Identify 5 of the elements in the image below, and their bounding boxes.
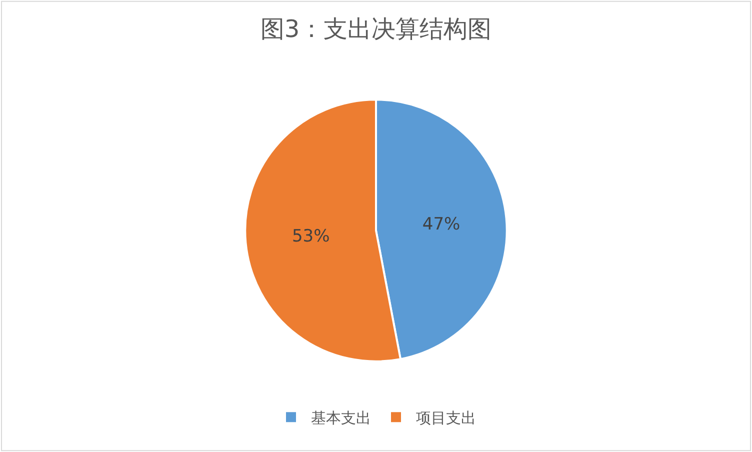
data-label: 47% bbox=[422, 214, 460, 234]
data-label: 53% bbox=[292, 226, 330, 247]
legend-label: 基本支出 bbox=[311, 409, 371, 428]
chart-title: 图3：支出决算结构图 bbox=[260, 15, 492, 44]
legend-label: 项目支出 bbox=[416, 409, 476, 428]
